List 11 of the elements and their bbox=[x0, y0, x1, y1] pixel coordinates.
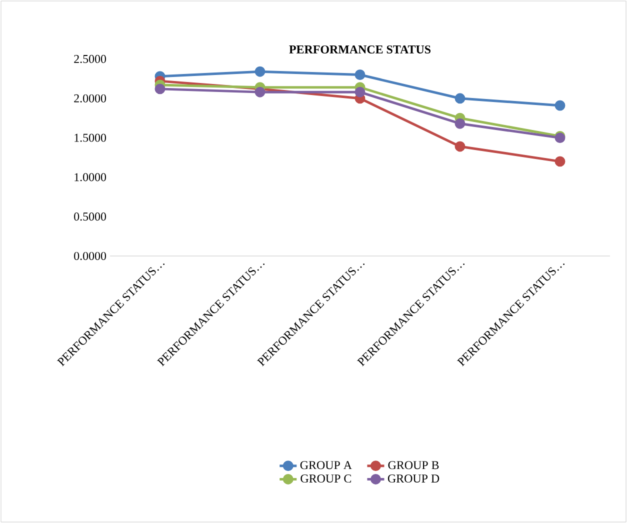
y-tick-label: 1.5000 bbox=[74, 134, 106, 142]
y-tick-label: 2.5000 bbox=[74, 54, 106, 64]
y-tick-label: 0.0000 bbox=[74, 252, 106, 260]
legend-label: GROUP A bbox=[300, 461, 352, 470]
legend-label: GROUP C bbox=[300, 474, 352, 483]
y-tick-label: 0.5000 bbox=[74, 212, 106, 221]
legend-label: GROUP B bbox=[388, 461, 439, 470]
chart-title: PERFORMANCE STATUS bbox=[289, 45, 431, 54]
y-tick-label: 2.0000 bbox=[74, 94, 106, 102]
legend-label: GROUP D bbox=[388, 474, 440, 483]
y-tick-label: 1.0000 bbox=[74, 173, 106, 182]
